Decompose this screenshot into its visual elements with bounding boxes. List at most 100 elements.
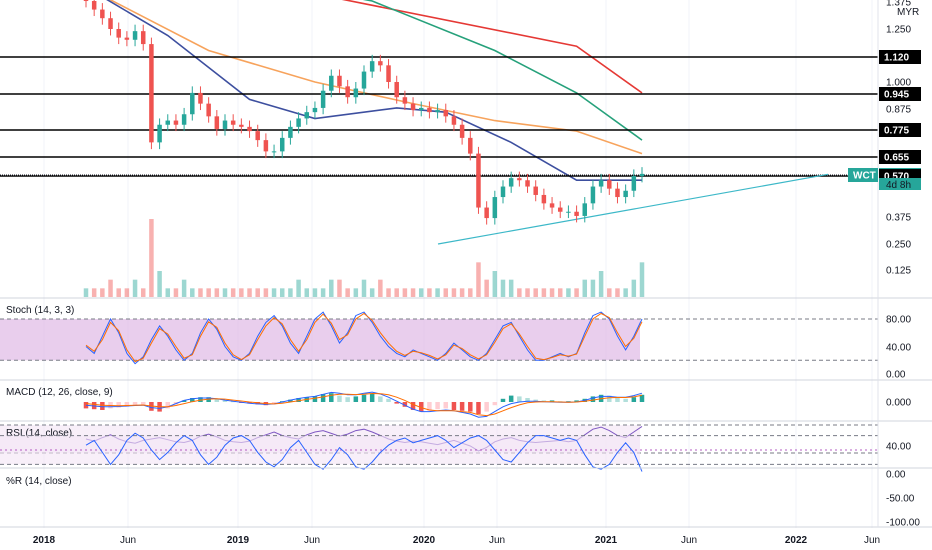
macd-histogram-bar — [329, 393, 334, 402]
candle[interactable] — [214, 110, 220, 136]
moving-average-line — [341, 0, 643, 94]
candle[interactable] — [566, 205, 571, 219]
candle[interactable] — [435, 103, 440, 119]
candle[interactable] — [476, 146, 481, 214]
moving-average-line — [362, 0, 643, 141]
indicator-pane[interactable]: MACD (12, 26, close, 9) 0.000 — [6, 387, 911, 418]
candle[interactable] — [574, 205, 579, 223]
candle[interactable] — [443, 103, 449, 123]
candle[interactable] — [607, 173, 612, 195]
candle[interactable] — [361, 65, 367, 96]
candle[interactable] — [369, 54, 375, 78]
x-axis-tick-label: 2020 — [413, 535, 436, 546]
candle[interactable] — [108, 11, 113, 36]
candle[interactable] — [353, 82, 359, 104]
indicator-line — [85, 432, 643, 472]
candle[interactable] — [165, 114, 171, 132]
indicator-title: MACD (12, 26, close, 9) — [6, 387, 113, 398]
candle[interactable] — [598, 173, 604, 193]
candle[interactable] — [149, 37, 154, 150]
candle[interactable] — [427, 101, 432, 119]
candle[interactable] — [508, 171, 514, 193]
candle[interactable] — [288, 120, 293, 145]
candle[interactable] — [320, 84, 326, 115]
candle[interactable] — [271, 144, 277, 159]
candle[interactable] — [100, 3, 105, 25]
candle[interactable] — [83, 0, 89, 8]
candle[interactable] — [631, 169, 637, 198]
volume-bar — [557, 288, 563, 297]
candle[interactable] — [500, 180, 506, 204]
volume-bar — [517, 288, 522, 297]
indicator-title: %R (14, close) — [6, 476, 72, 487]
candle[interactable] — [590, 180, 596, 210]
candle[interactable] — [124, 31, 130, 47]
macd-histogram-bar — [508, 395, 514, 402]
candle[interactable] — [386, 59, 391, 89]
candle[interactable] — [222, 114, 228, 136]
candle[interactable] — [337, 69, 342, 93]
macd-histogram-bar — [476, 402, 481, 414]
candle[interactable] — [296, 112, 301, 134]
candle[interactable] — [418, 101, 424, 117]
volume-bar — [190, 288, 195, 297]
candle[interactable] — [304, 105, 310, 125]
candle[interactable] — [116, 22, 121, 45]
candle[interactable] — [378, 54, 383, 72]
candle[interactable] — [329, 69, 334, 98]
candle[interactable] — [639, 167, 645, 183]
candle[interactable] — [157, 118, 162, 150]
volume-bar — [83, 288, 89, 297]
candle[interactable] — [91, 0, 97, 17]
candle[interactable] — [173, 114, 179, 132]
volume-bar — [402, 288, 408, 297]
level-tag-label: 1.120 — [884, 53, 909, 64]
candle[interactable] — [615, 182, 620, 204]
candle[interactable] — [582, 197, 588, 223]
candle[interactable] — [492, 190, 498, 225]
currency-label: MYR — [897, 7, 919, 18]
indicator-tick-label: 80.00 — [886, 315, 911, 326]
candle[interactable] — [549, 197, 555, 214]
candle[interactable] — [312, 101, 318, 119]
indicator-pane[interactable]: %R (14, close) 0.00 -50.00 -100.00 — [0, 432, 920, 529]
macd-histogram-bar — [386, 398, 391, 402]
candle[interactable] — [451, 110, 457, 132]
candle[interactable] — [459, 118, 465, 145]
candle[interactable] — [239, 118, 244, 134]
price-tick-label: 0.250 — [886, 240, 911, 251]
candle[interactable] — [557, 201, 563, 219]
candle[interactable] — [468, 131, 473, 161]
candle[interactable] — [230, 114, 236, 132]
candle[interactable] — [247, 120, 252, 138]
candle[interactable] — [410, 97, 416, 117]
candle[interactable] — [190, 86, 195, 121]
countdown-tag — [879, 178, 921, 190]
candle[interactable] — [140, 24, 146, 51]
candle[interactable] — [623, 184, 628, 204]
level-tag-label: 0.775 — [884, 126, 909, 137]
candle[interactable] — [533, 180, 538, 202]
candle[interactable] — [206, 97, 211, 123]
candle[interactable] — [541, 188, 547, 210]
x-axis-tick-label: 2019 — [227, 535, 250, 546]
macd-histogram-bar — [451, 402, 457, 410]
candle[interactable] — [255, 124, 260, 147]
macd-histogram-bar — [492, 402, 498, 406]
candle[interactable] — [525, 173, 530, 193]
candle[interactable] — [198, 86, 203, 111]
candle[interactable] — [517, 171, 522, 187]
macd-histogram-bar — [435, 402, 440, 410]
candle[interactable] — [402, 90, 408, 111]
macd-histogram-bar — [623, 398, 628, 402]
candle[interactable] — [279, 131, 285, 159]
candle[interactable] — [263, 133, 269, 159]
candle[interactable] — [181, 107, 187, 132]
candle[interactable] — [484, 201, 489, 225]
candle[interactable] — [132, 24, 138, 47]
candle[interactable] — [394, 75, 399, 104]
indicator-pane[interactable]: Stoch (14, 3, 3) 80.00 40.00 0.00 — [0, 305, 911, 381]
candle[interactable] — [345, 79, 350, 104]
